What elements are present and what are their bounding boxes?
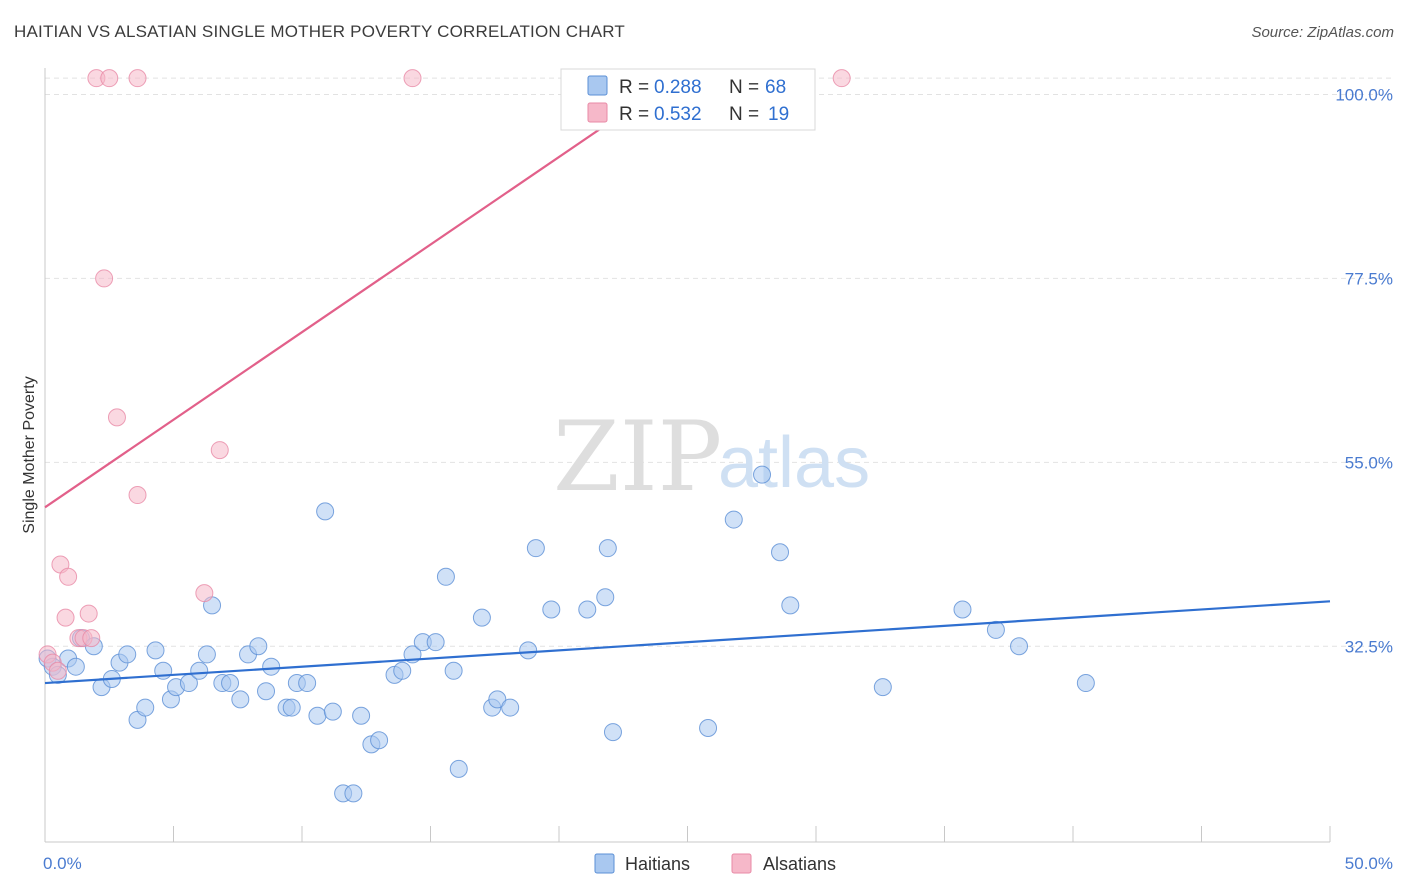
point-haitians [444, 661, 463, 680]
watermark-atlas: atlas [718, 423, 870, 503]
point-alsatians [59, 567, 78, 586]
bottom-legend-swatch-alsatians [731, 853, 752, 874]
point-haitians [282, 698, 301, 717]
point-haitians [488, 690, 507, 709]
point-haitians [953, 600, 972, 619]
point-haitians [724, 510, 743, 529]
legend-r-label: R = [619, 104, 654, 125]
point-haitians [598, 539, 617, 558]
point-alsatians [210, 441, 229, 460]
legend-n-value-haitians: 68 [765, 77, 786, 98]
x-tick-labels: 0.0% 50.0% [43, 854, 1393, 873]
point-haitians [298, 674, 317, 693]
legend-n-value-alsatians: 19 [768, 104, 789, 125]
y-tick-labels: 32.5% 55.0% 77.5% 100.0% [1335, 86, 1393, 657]
legend-swatch-alsatians [587, 102, 608, 123]
point-haitians [393, 661, 412, 680]
point-haitians [352, 706, 371, 725]
point-haitians [344, 784, 363, 803]
point-alsatians [403, 69, 422, 88]
point-haitians [436, 567, 455, 586]
legend-r-value-haitians: 0.288 [654, 77, 702, 98]
point-haitians [753, 465, 772, 484]
point-alsatians [79, 604, 98, 623]
legend: R = 0.288 N = 68 R = 0.532 N = 19 [560, 68, 816, 131]
scatter-points [38, 69, 1095, 803]
point-haitians [118, 645, 137, 664]
point-alsatians [832, 69, 851, 88]
point-haitians [873, 678, 892, 697]
point-haitians [781, 596, 800, 615]
legend-swatch-haitians [587, 75, 608, 96]
point-haitians [257, 682, 276, 701]
point-haitians [449, 759, 468, 778]
point-haitians [231, 690, 250, 709]
legend-n-label: N = [729, 77, 764, 98]
point-haitians [370, 731, 389, 750]
point-haitians [190, 661, 209, 680]
point-alsatians [82, 629, 101, 648]
bottom-legend-label-alsatians: Alsatians [763, 854, 836, 874]
point-alsatians [95, 269, 114, 288]
point-haitians [316, 502, 335, 521]
point-alsatians [100, 69, 119, 88]
axes [44, 68, 1331, 843]
point-haitians [249, 637, 268, 656]
legend-r-value-alsatians: 0.532 [654, 104, 702, 125]
legend-r-label: R = [619, 77, 654, 98]
point-haitians [197, 645, 216, 664]
point-haitians [66, 657, 85, 676]
y-tick-label: 32.5% [1345, 637, 1393, 656]
x-tick-label: 0.0% [43, 854, 82, 873]
bottom-legend-swatch-haitians [594, 853, 615, 874]
y-axis-title: Single Mother Poverty [21, 376, 38, 533]
point-haitians [986, 620, 1005, 639]
point-alsatians [107, 408, 126, 427]
point-haitians [526, 539, 545, 558]
point-haitians [146, 641, 165, 660]
y-tick-label: 55.0% [1345, 453, 1393, 472]
y-tick-label: 100.0% [1335, 86, 1393, 105]
trend-lines [44, 77, 1331, 685]
point-haitians [771, 543, 790, 562]
point-haitians [596, 588, 615, 607]
source-label: Source: ZipAtlas.com [1251, 24, 1394, 41]
point-alsatians [56, 608, 75, 627]
point-haitians [542, 600, 561, 619]
point-alsatians [195, 584, 214, 603]
x-tick-label: 50.0% [1345, 854, 1393, 873]
point-haitians [519, 641, 538, 660]
point-haitians [1010, 637, 1029, 656]
point-haitians [262, 657, 281, 676]
y-tick-label: 77.5% [1345, 269, 1393, 288]
point-alsatians [128, 486, 147, 505]
point-haitians [308, 706, 327, 725]
gridlines [45, 77, 1395, 647]
chart-title: HAITIAN VS ALSATIAN SINGLE MOTHER POVERT… [14, 22, 626, 41]
legend-n-label: N = [729, 104, 764, 125]
point-haitians [472, 608, 491, 627]
watermark-zip: ZIP [553, 401, 722, 513]
point-haitians [221, 674, 240, 693]
point-haitians [136, 698, 155, 717]
point-haitians [323, 702, 342, 721]
bottom-legend: Haitians Alsatians [594, 853, 836, 874]
point-haitians [699, 719, 718, 737]
watermark: ZIP atlas [553, 401, 870, 513]
point-alsatians [48, 661, 67, 680]
point-haitians [578, 600, 597, 619]
point-haitians [603, 723, 622, 742]
trend-line-haitians [44, 600, 1331, 685]
point-haitians [1076, 674, 1095, 693]
point-alsatians [128, 69, 147, 88]
point-haitians [426, 633, 445, 652]
point-haitians [501, 698, 520, 717]
bottom-legend-label-haitians: Haitians [625, 854, 690, 874]
trend-line-alsatians [44, 77, 676, 509]
